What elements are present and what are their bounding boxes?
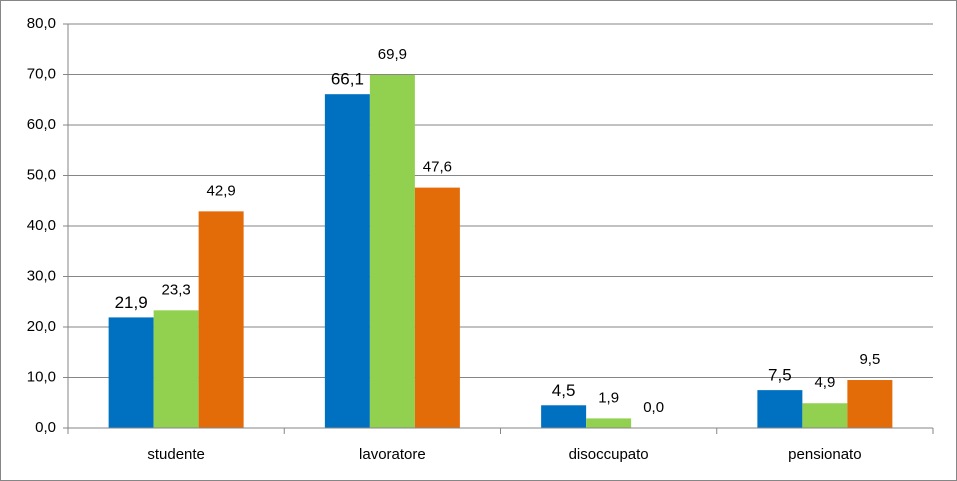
y-tick-label: 70,0: [27, 65, 56, 82]
y-tick-label: 60,0: [27, 116, 56, 133]
value-label: 4,9: [814, 374, 835, 391]
value-label: 47,6: [423, 159, 452, 176]
bar: [324, 94, 370, 428]
bar: [586, 418, 632, 428]
bar: [757, 390, 803, 428]
y-tick-label: 20,0: [27, 318, 56, 335]
y-tick-label: 0,0: [35, 419, 56, 436]
bar: [153, 310, 199, 428]
value-label: 42,9: [207, 182, 236, 199]
bar: [847, 380, 893, 428]
bar: [414, 187, 460, 428]
bar: [802, 403, 848, 428]
value-label: 23,3: [162, 281, 191, 298]
y-tick-label: 30,0: [27, 267, 56, 284]
y-tick-label: 10,0: [27, 368, 56, 385]
y-tick-label: 50,0: [27, 166, 56, 183]
value-label: 1,9: [598, 389, 619, 406]
value-label: 7,5: [768, 366, 792, 385]
bar: [108, 317, 154, 428]
x-tick-label: lavoratore: [359, 446, 426, 463]
value-label: 4,5: [552, 381, 576, 400]
bar: [198, 211, 244, 428]
y-tick-label: 80,0: [27, 15, 56, 32]
bar: [369, 75, 415, 428]
x-tick-label: studente: [147, 446, 205, 463]
bar: [541, 405, 587, 428]
value-label: 0,0: [643, 399, 664, 416]
x-tick-label: pensionato: [788, 446, 861, 463]
value-label: 9,5: [859, 351, 880, 368]
value-label: 21,9: [115, 293, 148, 312]
value-label: 66,1: [331, 70, 364, 89]
x-tick-label: disoccupato: [569, 446, 649, 463]
value-label: 69,9: [378, 46, 407, 63]
y-tick-label: 40,0: [27, 217, 56, 234]
